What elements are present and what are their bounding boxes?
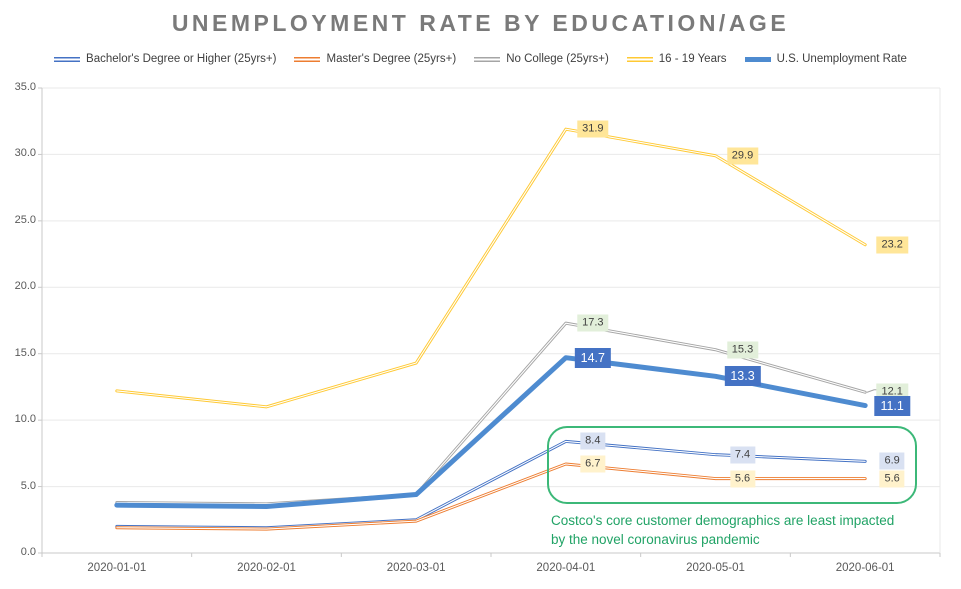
annotation-line-2: by the novel coronavirus pandemic bbox=[551, 532, 760, 547]
legend-item-bachelor-s-degree-or-higher-25yrs: Bachelor's Degree or Higher (25yrs+) bbox=[54, 53, 276, 65]
legend-label: 16 - 19 Years bbox=[658, 53, 727, 65]
chart-title: UNEMPLOYMENT RATE BY EDUCATION/AGE bbox=[171, 10, 790, 36]
legend-line-marker-icon bbox=[294, 56, 321, 62]
legend-label: Master's Degree (25yrs+) bbox=[326, 53, 457, 65]
legend-line-marker-icon bbox=[744, 56, 771, 62]
legend: Bachelor's Degree or Higher (25yrs+) Mast… bbox=[0, 53, 961, 65]
legend-item-master-s-degree-25yrs: Master's Degree (25yrs+) bbox=[294, 53, 456, 65]
legend-item-no-college-25yrs: No College (25yrs+) bbox=[474, 53, 609, 65]
legend-line-marker-icon bbox=[626, 56, 653, 62]
annotation-text: Costco's core customer demographics are … bbox=[551, 511, 894, 549]
legend-item-16-19-years: 16 - 19 Years bbox=[626, 53, 727, 65]
series-line-16-19-years bbox=[115, 127, 867, 409]
legend-item-u-s-unemployment-rate: U.S. Unemployment Rate bbox=[744, 53, 907, 65]
legend-label: U.S. Unemployment Rate bbox=[776, 53, 907, 65]
legend-line-marker-icon bbox=[54, 56, 81, 62]
data-label-leader bbox=[866, 389, 880, 393]
series-line-16-19-years-inner bbox=[116, 128, 866, 408]
annotation-box bbox=[547, 426, 917, 504]
legend-label: Bachelor's Degree or Higher (25yrs+) bbox=[86, 53, 277, 65]
annotation-line-1: Costco's core customer demographics are … bbox=[551, 513, 895, 528]
legend-line-marker-icon bbox=[474, 56, 501, 62]
legend-label: No College (25yrs+) bbox=[506, 53, 609, 65]
